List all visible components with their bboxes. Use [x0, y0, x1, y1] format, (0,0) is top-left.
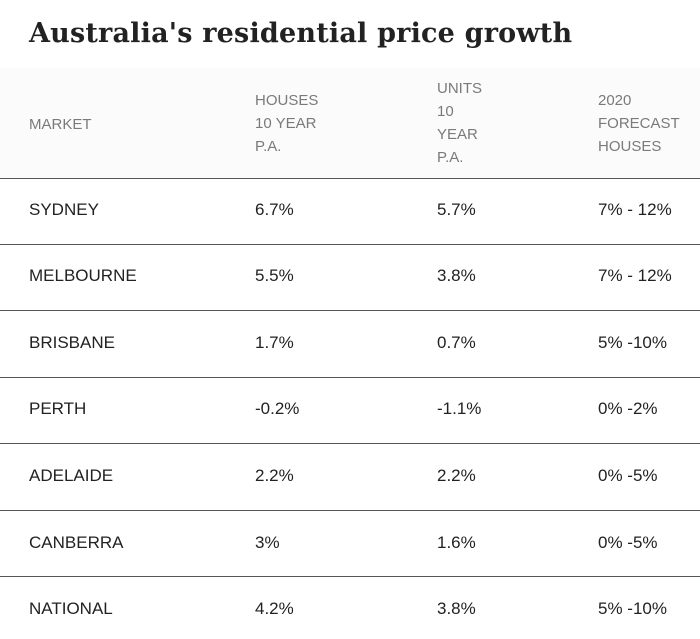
table-cell-market: CANBERRA	[29, 533, 124, 552]
header-market: MARKET	[29, 116, 92, 133]
page-title: Australia's residential price growth	[29, 18, 573, 49]
table-cell-market: BRISBANE	[29, 333, 115, 352]
table-cell-forecast: 0% -5%	[598, 533, 658, 552]
table-cell-houses: 3%	[255, 533, 280, 552]
row-divider	[0, 244, 700, 245]
header-houses-10-year: HOUSES 10 YEAR P.A.	[255, 92, 319, 155]
row-divider	[0, 443, 700, 444]
table-cell-houses: -0.2%	[255, 399, 300, 418]
table-header	[0, 68, 700, 178]
row-divider	[0, 178, 700, 179]
table-cell-market: ADELAIDE	[29, 466, 114, 485]
header-2020-forecast-houses: 2020 FORECAST HOUSES	[598, 92, 680, 155]
table-cell-units: 5.7%	[437, 200, 476, 219]
table-cell-forecast: 0% -2%	[598, 399, 658, 418]
table-cell-units: 1.6%	[437, 533, 476, 552]
table-cell-forecast: 5% -10%	[598, 333, 667, 352]
table-cell-houses: 5.5%	[255, 266, 294, 285]
table-cell-units: 3.8%	[437, 266, 476, 285]
table-cell-houses: 6.7%	[255, 200, 294, 219]
table-cell-forecast: 7% - 12%	[598, 200, 672, 219]
table-cell-units: 2.2%	[437, 466, 476, 485]
table-cell-market: MELBOURNE	[29, 266, 137, 285]
table-cell-market: NATIONAL	[29, 599, 113, 618]
row-divider	[0, 510, 700, 511]
table-cell-forecast: 7% - 12%	[598, 266, 672, 285]
row-divider	[0, 310, 700, 311]
header-units-10-year: UNITS 10 YEAR P.A.	[437, 80, 482, 166]
table-cell-market: SYDNEY	[29, 200, 99, 219]
table-cell-units: -1.1%	[437, 399, 482, 418]
row-divider	[0, 377, 700, 378]
table-cell-houses: 4.2%	[255, 599, 294, 618]
table-cell-units: 3.8%	[437, 599, 476, 618]
table-cell-units: 0.7%	[437, 333, 476, 352]
table-cell-houses: 1.7%	[255, 333, 294, 352]
row-divider	[0, 576, 700, 577]
table-cell-houses: 2.2%	[255, 466, 294, 485]
table-cell-forecast: 0% -5%	[598, 466, 658, 485]
table-cell-forecast: 5% -10%	[598, 599, 667, 618]
table-cell-market: PERTH	[29, 399, 87, 418]
